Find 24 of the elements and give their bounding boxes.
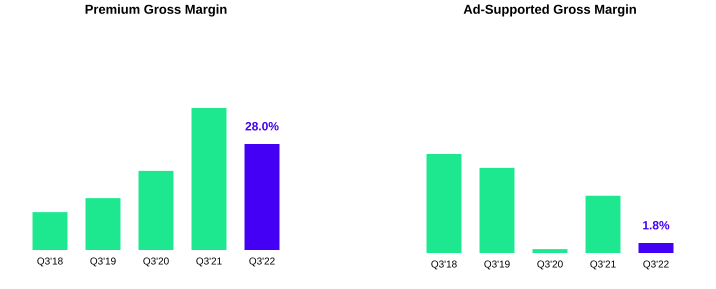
bar: [426, 154, 462, 253]
x-tick-label: Q3'22: [643, 260, 669, 270]
bar: [86, 198, 120, 250]
x-tick-label: Q3'19: [90, 258, 116, 266]
x-tick-label: Q3'18: [37, 258, 63, 266]
x-tick-label: Q3'22: [249, 258, 275, 266]
data-label: 1.8%: [643, 221, 670, 230]
x-tick-label: Q3'20: [143, 258, 169, 266]
data-label: 28.0%: [245, 122, 279, 130]
bar: [586, 196, 620, 253]
bar: [244, 144, 280, 250]
x-tick-label: Q3'21: [590, 260, 616, 270]
bar: [638, 242, 674, 253]
bar: [138, 170, 174, 250]
bar: [532, 249, 568, 253]
bar: [480, 168, 514, 253]
x-tick-label: Q3'20: [537, 260, 563, 270]
x-tick-label: Q3'21: [196, 258, 222, 266]
x-tick-label: Q3'18: [431, 260, 457, 270]
chart-title: Premium Gross Margin: [86, 4, 226, 17]
bar: [192, 108, 226, 250]
bar: [32, 212, 68, 250]
chart-title: Ad-Supported Gross Margin: [464, 4, 636, 17]
x-tick-label: Q3'19: [484, 260, 510, 270]
